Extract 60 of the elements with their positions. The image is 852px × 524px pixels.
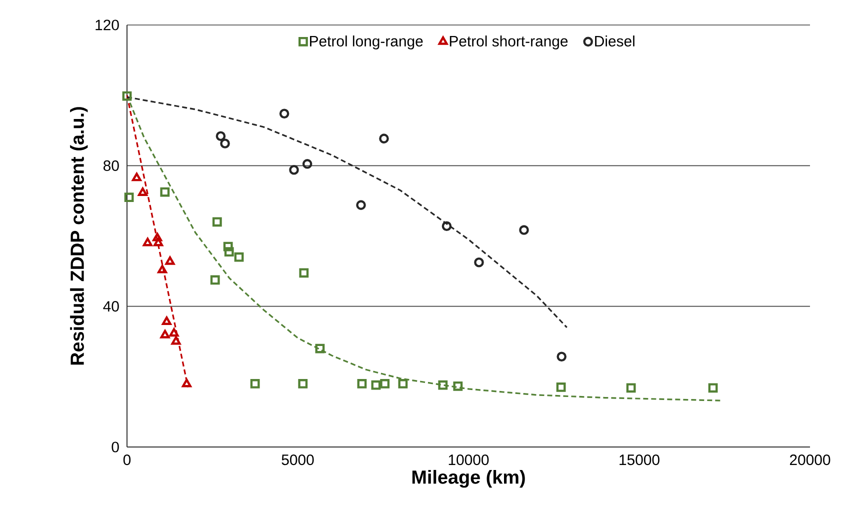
point bbox=[626, 383, 636, 393]
point bbox=[158, 264, 168, 274]
point bbox=[160, 330, 170, 338]
point bbox=[519, 225, 529, 235]
point bbox=[220, 138, 230, 148]
point bbox=[371, 380, 381, 390]
point bbox=[216, 131, 226, 142]
point bbox=[169, 328, 179, 337]
point bbox=[154, 238, 164, 246]
x-tick-label: 20000 bbox=[790, 454, 830, 466]
point bbox=[142, 238, 152, 246]
point bbox=[223, 242, 233, 252]
point bbox=[212, 217, 222, 227]
legend-label: Diesel bbox=[595, 36, 634, 46]
point bbox=[250, 379, 260, 388]
point bbox=[298, 379, 308, 388]
point bbox=[122, 91, 132, 101]
y-tick-label: 0 bbox=[112, 442, 119, 452]
point bbox=[438, 380, 448, 390]
point bbox=[124, 192, 134, 202]
y-axis-title: Residual ZDDP content (a.u.) bbox=[70, 107, 88, 365]
point bbox=[132, 172, 142, 182]
point bbox=[357, 379, 367, 388]
point bbox=[556, 382, 566, 392]
point bbox=[279, 108, 290, 119]
line-series bbox=[126, 94, 722, 402]
line-series bbox=[126, 96, 568, 328]
point bbox=[224, 247, 234, 257]
y-tick-label: 80 bbox=[104, 160, 119, 171]
y-tick-label: 40 bbox=[103, 301, 119, 312]
point bbox=[453, 381, 463, 391]
point bbox=[234, 252, 244, 262]
point bbox=[302, 159, 312, 169]
point bbox=[556, 352, 566, 362]
point bbox=[708, 383, 718, 393]
point bbox=[152, 232, 162, 242]
point bbox=[162, 316, 172, 326]
point bbox=[160, 187, 170, 197]
point bbox=[171, 336, 181, 345]
legend-label: Petrol short-range bbox=[450, 36, 568, 50]
x-axis-title: Mileage (km) bbox=[412, 470, 525, 488]
point bbox=[138, 187, 148, 196]
x-tick-label: 0 bbox=[123, 454, 131, 466]
point bbox=[356, 200, 366, 210]
point bbox=[442, 221, 452, 232]
point bbox=[182, 378, 192, 388]
point bbox=[474, 257, 484, 268]
legend-label: Petrol long-range bbox=[310, 36, 423, 50]
x-tick-label: 10000 bbox=[448, 454, 489, 466]
x-tick-label: 5000 bbox=[282, 454, 314, 466]
point bbox=[379, 134, 389, 144]
point bbox=[289, 164, 299, 175]
point bbox=[398, 379, 408, 388]
point bbox=[380, 379, 390, 388]
x-tick-label: 15000 bbox=[620, 454, 660, 466]
point bbox=[299, 268, 309, 278]
point bbox=[315, 344, 325, 354]
y-tick-label: 120 bbox=[96, 20, 119, 30]
point bbox=[210, 275, 220, 285]
point bbox=[165, 256, 175, 265]
